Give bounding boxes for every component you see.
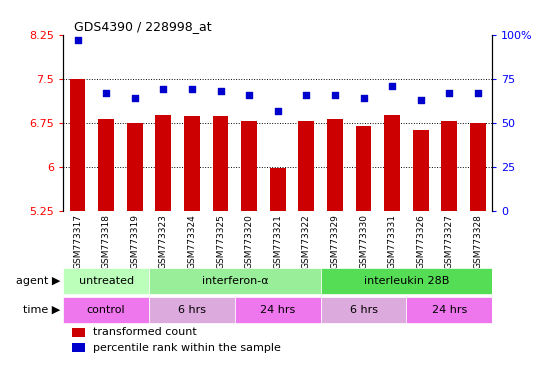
Text: 6 hrs: 6 hrs (350, 305, 377, 315)
Bar (156, 115, 171, 211)
Bar (470, 124, 486, 211)
Text: GSM773322: GSM773322 (302, 214, 311, 269)
Bar (299, 121, 314, 211)
Bar (184, 116, 200, 211)
Bar (356, 126, 371, 211)
Text: percentile rank within the sample: percentile rank within the sample (94, 343, 281, 353)
Text: 24 hrs: 24 hrs (260, 305, 295, 315)
Bar (70, 79, 85, 211)
Text: control: control (87, 305, 125, 315)
Text: GSM773319: GSM773319 (130, 214, 139, 269)
Bar (321, 268, 492, 294)
Text: GSM773328: GSM773328 (474, 214, 482, 269)
Text: agent ▶: agent ▶ (16, 276, 61, 286)
Point (245, 91, 254, 98)
Text: time ▶: time ▶ (23, 305, 61, 315)
Point (474, 90, 482, 96)
Text: 6 hrs: 6 hrs (178, 305, 206, 315)
Text: GSM773317: GSM773317 (73, 214, 82, 269)
Bar (327, 119, 343, 211)
Bar (270, 168, 285, 211)
Point (445, 90, 454, 96)
Bar (72, 343, 85, 352)
Point (73, 37, 82, 43)
Point (130, 95, 139, 101)
Text: GSM773327: GSM773327 (445, 214, 454, 269)
Text: GSM773324: GSM773324 (188, 214, 196, 269)
Text: GSM773318: GSM773318 (102, 214, 111, 269)
Text: GDS4390 / 228998_at: GDS4390 / 228998_at (74, 20, 212, 33)
Text: GSM773331: GSM773331 (388, 214, 397, 269)
Point (188, 86, 196, 93)
Bar (63, 268, 149, 294)
Text: transformed count: transformed count (94, 327, 197, 337)
Bar (213, 116, 228, 211)
Point (416, 97, 425, 103)
Bar (127, 123, 142, 211)
Text: GSM773329: GSM773329 (331, 214, 339, 269)
Text: GSM773330: GSM773330 (359, 214, 368, 269)
Bar (321, 297, 406, 323)
Point (159, 86, 168, 93)
Point (102, 90, 111, 96)
Point (331, 91, 339, 98)
Text: GSM773325: GSM773325 (216, 214, 225, 269)
Text: 24 hrs: 24 hrs (432, 305, 467, 315)
Bar (98, 119, 114, 211)
Text: GSM773321: GSM773321 (273, 214, 282, 269)
Bar (149, 297, 235, 323)
Point (216, 88, 225, 94)
Point (302, 91, 311, 98)
Bar (413, 130, 428, 211)
Point (388, 83, 397, 89)
Bar (72, 328, 85, 337)
Bar (406, 297, 492, 323)
Text: untreated: untreated (79, 276, 134, 286)
Text: interferon-α: interferon-α (201, 276, 268, 286)
Bar (241, 121, 257, 211)
Text: interleukin 28B: interleukin 28B (364, 276, 449, 286)
Bar (235, 297, 321, 323)
Text: GSM773326: GSM773326 (416, 214, 425, 269)
Bar (384, 115, 400, 211)
Bar (63, 297, 149, 323)
Text: GSM773323: GSM773323 (159, 214, 168, 269)
Bar (442, 121, 457, 211)
Bar (149, 268, 321, 294)
Point (359, 95, 368, 101)
Text: GSM773320: GSM773320 (245, 214, 254, 269)
Point (273, 108, 282, 114)
